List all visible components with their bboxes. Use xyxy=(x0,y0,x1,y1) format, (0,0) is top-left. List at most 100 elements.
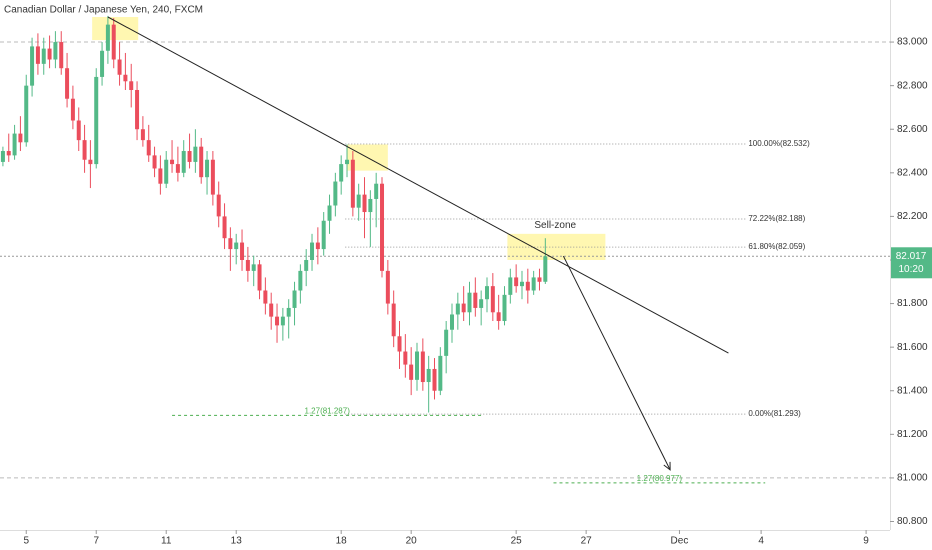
fib-label: 0.00%(81.293) xyxy=(748,409,801,418)
extension-label: 1.27(81.287) xyxy=(305,406,351,415)
candle-body xyxy=(525,281,530,291)
candle-body xyxy=(304,259,309,271)
candle-body xyxy=(193,146,198,162)
candle-body xyxy=(263,290,268,304)
candle-body xyxy=(100,50,105,77)
candle-body xyxy=(496,312,501,322)
chart-title: Canadian Dollar / Japanese Yen, 240, FXC… xyxy=(4,5,203,16)
candle-body xyxy=(140,129,145,141)
candle-body xyxy=(461,303,466,313)
candle-body xyxy=(65,68,70,99)
candle-body xyxy=(117,59,122,75)
candle-body xyxy=(240,242,245,260)
candle-body xyxy=(251,264,256,271)
candle-body xyxy=(298,270,303,291)
candle-body xyxy=(216,194,221,217)
candle-body xyxy=(234,242,239,250)
candle-body xyxy=(449,314,454,330)
arrow xyxy=(562,255,671,471)
trendline xyxy=(107,16,729,354)
extension-label: 1.27(80.977) xyxy=(637,474,683,483)
candle-body xyxy=(409,364,414,380)
candle-body xyxy=(479,299,484,308)
candle-body xyxy=(24,85,29,143)
candle-body xyxy=(403,351,408,365)
candle-body xyxy=(432,368,437,391)
candle-body xyxy=(333,181,338,206)
candle-body xyxy=(41,48,46,64)
candle-body xyxy=(257,264,262,291)
candle-body xyxy=(47,48,52,60)
candle-body xyxy=(292,290,297,308)
candle-body xyxy=(129,81,134,91)
candle-body xyxy=(385,270,390,304)
x-tick-label: 11 xyxy=(161,536,172,547)
x-tick-label: 13 xyxy=(231,536,243,547)
candle-body xyxy=(339,164,344,182)
y-tick-label: 81.600 xyxy=(897,342,928,353)
candle-body xyxy=(30,46,35,86)
candle-body xyxy=(327,205,332,221)
fib-label: 61.80%(82.059) xyxy=(748,242,805,251)
y-tick-label: 82.800 xyxy=(897,80,928,91)
candle-body xyxy=(205,159,210,178)
candle-body xyxy=(0,151,5,162)
y-tick-label: 81.800 xyxy=(897,298,928,309)
candle-body xyxy=(135,90,140,130)
candle-body xyxy=(444,329,449,356)
candle-body xyxy=(228,238,233,250)
candle-body xyxy=(415,351,420,380)
candle-body xyxy=(519,281,524,287)
candle-body xyxy=(280,316,285,326)
candle-body xyxy=(514,277,519,287)
candle-body xyxy=(543,256,548,282)
fib-label: 72.22%(82.188) xyxy=(748,214,805,223)
candle-body xyxy=(391,303,396,337)
candle-body xyxy=(105,24,110,51)
candle-body xyxy=(356,194,361,208)
candle-body xyxy=(245,259,250,271)
x-tick-label: 20 xyxy=(406,536,418,547)
candle-body xyxy=(380,183,385,271)
fib-label: 100.00%(82.532) xyxy=(748,139,810,148)
y-tick-label: 81.400 xyxy=(897,385,928,396)
candle-body xyxy=(310,242,315,260)
y-tick-label: 82.200 xyxy=(897,211,928,222)
candle-body xyxy=(53,42,58,60)
x-tick-label: 9 xyxy=(863,536,869,547)
last-price-box xyxy=(891,247,932,279)
y-tick-label: 83.000 xyxy=(897,37,928,48)
candle-body xyxy=(12,133,17,156)
candle-body xyxy=(152,155,157,169)
candle-body xyxy=(286,307,291,317)
candle-body xyxy=(321,220,326,250)
candle-body xyxy=(59,42,64,69)
y-tick-label: 80.800 xyxy=(897,516,928,527)
x-tick-label: 5 xyxy=(23,536,29,547)
candle-body xyxy=(397,336,402,352)
y-tick-label: 81.200 xyxy=(897,429,928,440)
candle-body xyxy=(88,159,93,165)
candle-body xyxy=(438,355,443,391)
candle-body xyxy=(210,159,215,195)
candle-body xyxy=(350,159,355,208)
candle-body xyxy=(222,216,227,239)
candle-body xyxy=(35,46,40,64)
candle-body xyxy=(368,198,373,213)
candle-body xyxy=(82,140,87,160)
candle-body xyxy=(275,316,280,326)
last-price-label: 82.017 xyxy=(896,251,927,262)
candle-body xyxy=(490,286,495,313)
candle-body xyxy=(187,151,192,162)
candle-body xyxy=(508,277,513,295)
x-tick-label: 4 xyxy=(758,536,764,547)
candle-body xyxy=(269,303,274,317)
candle-body xyxy=(146,140,151,156)
candle-body xyxy=(175,164,180,173)
countdown-label: 10:20 xyxy=(898,264,923,275)
candle-body xyxy=(467,292,472,313)
y-tick-label: 82.600 xyxy=(897,124,928,135)
candle-body xyxy=(531,277,536,291)
